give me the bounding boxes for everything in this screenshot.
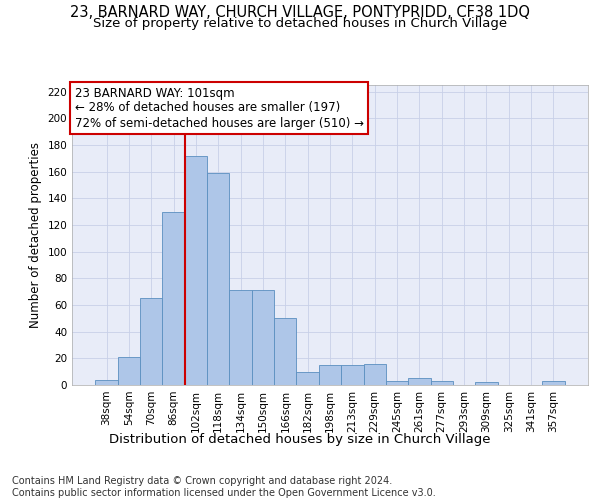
Y-axis label: Number of detached properties: Number of detached properties xyxy=(29,142,42,328)
Bar xyxy=(475,382,497,385)
Bar xyxy=(274,318,296,385)
Bar xyxy=(163,212,185,385)
Text: Distribution of detached houses by size in Church Village: Distribution of detached houses by size … xyxy=(109,432,491,446)
Text: Contains HM Land Registry data © Crown copyright and database right 2024.
Contai: Contains HM Land Registry data © Crown c… xyxy=(12,476,436,498)
Bar xyxy=(207,173,229,385)
Bar xyxy=(341,365,364,385)
Bar xyxy=(229,290,252,385)
Text: 23, BARNARD WAY, CHURCH VILLAGE, PONTYPRIDD, CF38 1DQ: 23, BARNARD WAY, CHURCH VILLAGE, PONTYPR… xyxy=(70,5,530,20)
Bar xyxy=(319,365,341,385)
Text: 23 BARNARD WAY: 101sqm
← 28% of detached houses are smaller (197)
72% of semi-de: 23 BARNARD WAY: 101sqm ← 28% of detached… xyxy=(74,86,364,130)
Bar xyxy=(408,378,431,385)
Text: Size of property relative to detached houses in Church Village: Size of property relative to detached ho… xyxy=(93,18,507,30)
Bar xyxy=(118,357,140,385)
Bar xyxy=(252,290,274,385)
Bar xyxy=(386,381,408,385)
Bar xyxy=(542,381,565,385)
Bar xyxy=(140,298,163,385)
Bar xyxy=(431,381,453,385)
Bar xyxy=(95,380,118,385)
Bar xyxy=(364,364,386,385)
Bar xyxy=(296,372,319,385)
Bar xyxy=(185,156,207,385)
